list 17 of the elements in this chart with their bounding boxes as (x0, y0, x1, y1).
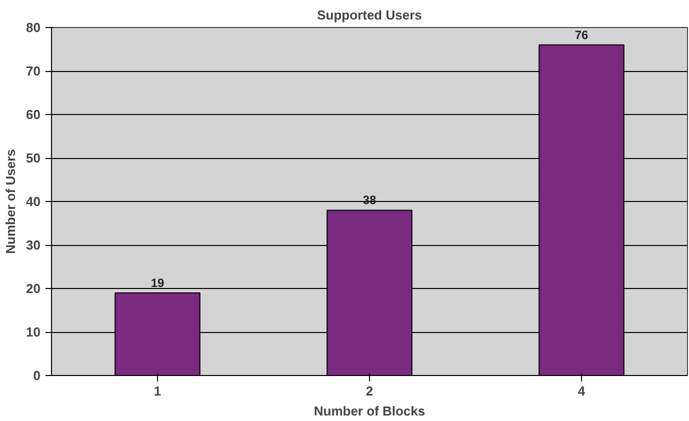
y-tick-label: 10 (26, 324, 41, 340)
x-tick-label: 2 (366, 384, 374, 398)
data-label: 76 (574, 28, 588, 42)
y-tick-label: 80 (26, 20, 41, 35)
x-tick-label: 1 (154, 384, 162, 398)
x-axis-title: Number of Blocks (314, 404, 426, 418)
y-tick-label: 50 (26, 150, 41, 166)
y-tick-label: 20 (26, 281, 41, 296)
y-tick-label: 70 (26, 64, 41, 78)
y-tick-label: 60 (26, 107, 41, 122)
y-axis-title: Number of Users (3, 149, 18, 254)
y-tick-label: 40 (26, 194, 41, 209)
data-label: 19 (150, 276, 164, 290)
y-tick-label: 0 (33, 368, 41, 383)
x-tick-label: 4 (578, 384, 586, 398)
y-tick-label: 30 (26, 238, 41, 252)
chart-title: Supported Users (317, 8, 422, 22)
